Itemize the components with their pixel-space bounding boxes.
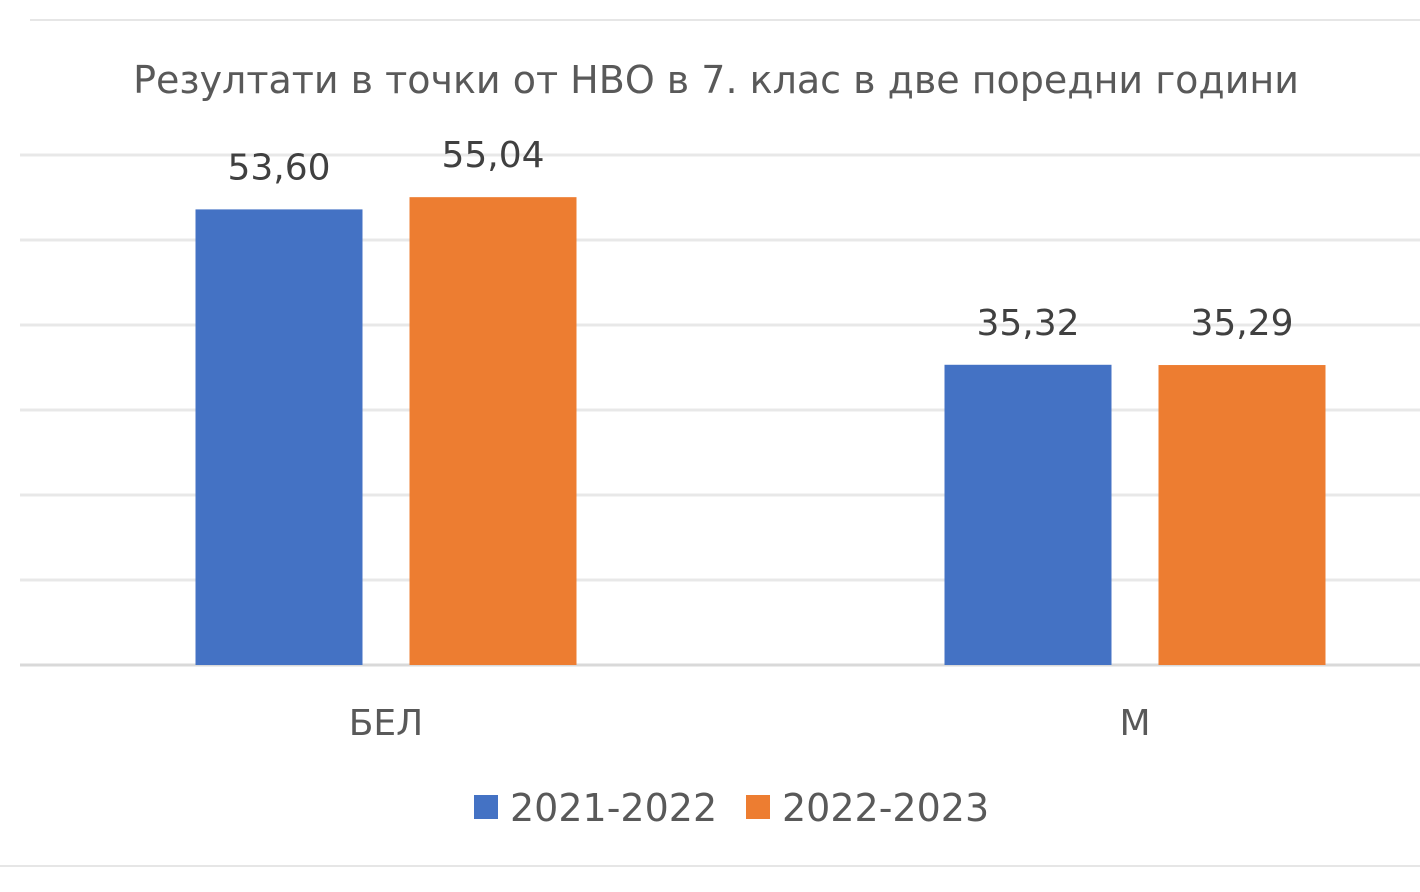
- chart-title: Резултати в точки от НВО в 7. клас в две…: [133, 58, 1299, 102]
- data-label: 35,29: [1190, 303, 1293, 344]
- category-label: М: [1119, 703, 1150, 744]
- legend-label: 2021-2022: [510, 786, 717, 830]
- data-label: 55,04: [441, 135, 544, 176]
- category-label: БЕЛ: [349, 703, 424, 744]
- legend-swatch: [746, 795, 770, 819]
- bar-БЕЛ-2022-2023: [409, 197, 577, 665]
- data-label: 35,32: [976, 303, 1079, 344]
- category-labels-group: БЕЛ М: [349, 703, 1151, 744]
- legend: 2021-2022 2022-2023: [474, 786, 989, 830]
- legend-swatch: [474, 795, 498, 819]
- bars-group: [195, 197, 1326, 665]
- bar-М-2022-2023: [1158, 365, 1326, 665]
- bar-М-2021-2022: [944, 364, 1112, 665]
- legend-label: 2022-2023: [782, 786, 989, 830]
- bar-БЕЛ-2021-2022: [195, 209, 363, 665]
- data-labels-group: 53,60 55,04 35,32 35,29: [227, 135, 1293, 344]
- data-label: 53,60: [227, 147, 330, 188]
